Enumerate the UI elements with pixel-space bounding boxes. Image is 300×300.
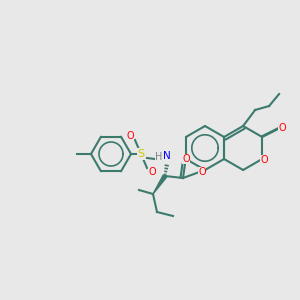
Text: O: O (260, 155, 268, 165)
Text: O: O (182, 154, 190, 164)
Text: S: S (137, 149, 145, 159)
Text: H: H (155, 152, 163, 162)
Text: O: O (126, 131, 134, 141)
Text: O: O (198, 167, 206, 177)
Text: O: O (148, 167, 156, 177)
Polygon shape (153, 175, 167, 194)
Text: N: N (163, 151, 171, 161)
Text: O: O (278, 123, 286, 133)
